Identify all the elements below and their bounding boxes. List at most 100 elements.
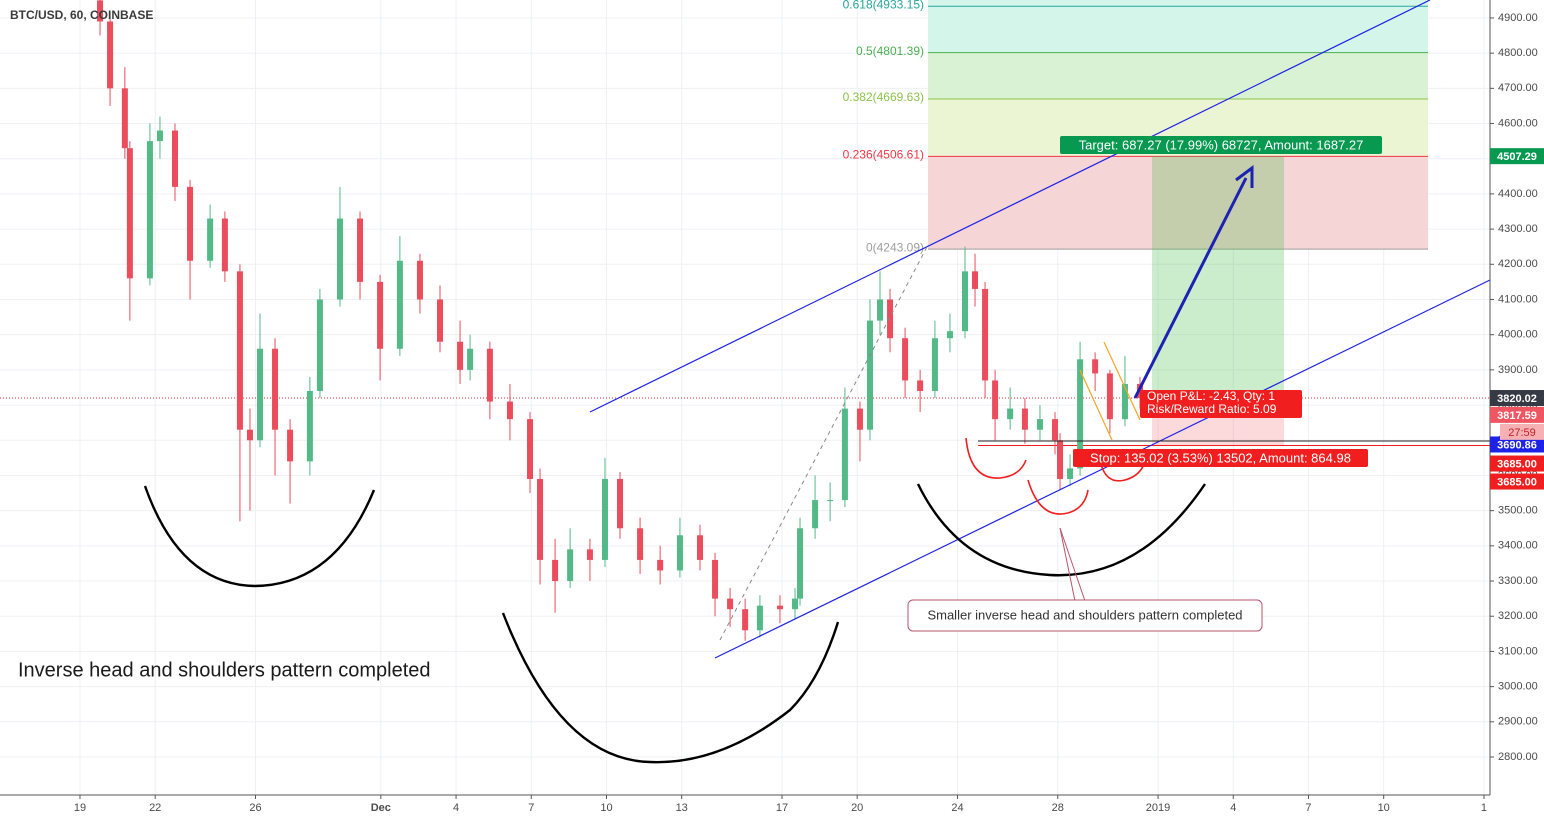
target-label-bg — [1060, 136, 1382, 154]
candle-body — [1021, 408, 1028, 430]
x-tick-label: 20 — [851, 802, 863, 814]
target-label: Target: 687.27 (17.99%) 68727, Amount: 1… — [1079, 137, 1364, 152]
price-label-bg — [1490, 406, 1544, 423]
pnl-line: Risk/Reward Ratio: 5.09 — [1147, 402, 1277, 416]
y-tick-label: 4900.00 — [1498, 12, 1538, 24]
price-label-bg — [1490, 148, 1544, 165]
channel-upper — [589, 0, 1431, 413]
x-tick-label: Dec — [371, 802, 391, 814]
price-label: 3820.02 — [1497, 393, 1537, 405]
x-tick-label: 22 — [149, 802, 161, 814]
x-tick-label: 24 — [951, 802, 963, 814]
arrow-shaft — [1133, 177, 1248, 399]
candle-body — [121, 88, 128, 149]
y-tick-label: 4200.00 — [1498, 258, 1538, 270]
candle-body — [902, 338, 909, 381]
candle-body — [1052, 419, 1059, 441]
fib-label: 0.382(4669.63) — [843, 90, 924, 104]
fib-zone — [928, 52, 1428, 100]
candle-body — [246, 429, 253, 441]
y-tick-label: 3900.00 — [1498, 364, 1538, 376]
flag-upper — [1103, 341, 1141, 421]
candle-body — [567, 549, 574, 582]
price-label-bg — [1490, 390, 1544, 407]
fib-retracement: 0.618(4933.15) 0.5(4801.39) 0.382(4669.63)… — [843, 0, 1428, 254]
candle-body — [776, 605, 783, 610]
candle-body — [617, 478, 624, 529]
candle-body — [316, 299, 323, 391]
position-tool — [0, 156, 1490, 447]
candle-body — [946, 331, 953, 339]
candle-body — [827, 500, 834, 502]
price-label: 3685.00 — [1497, 476, 1537, 488]
small-right-shoulder — [1099, 459, 1146, 482]
axes: 2800.00 2900.00 3000.00 3100.00 3200.00 3300.… — [74, 12, 1544, 814]
candle-body — [1067, 468, 1074, 479]
candle-body — [1121, 383, 1128, 420]
candle-body — [657, 559, 664, 571]
candle-body — [841, 408, 848, 501]
y-tick-label: 4400.00 — [1498, 188, 1538, 200]
arc-right-shoulder — [916, 483, 1206, 577]
candles — [97, 0, 1144, 641]
candle-body — [742, 609, 749, 631]
candle-body — [156, 130, 163, 142]
x-tick-label: 7 — [528, 802, 534, 814]
x-tick-label: 10 — [1378, 802, 1390, 814]
candle-body — [207, 218, 214, 261]
y-tick-label: 3300.00 — [1498, 575, 1538, 587]
candle-body — [1092, 359, 1099, 374]
y-tick-label: 4100.00 — [1498, 293, 1538, 305]
callout-text: Smaller inverse head and shoulders patte… — [927, 607, 1242, 622]
fib-label: 0(4243.09) — [866, 240, 924, 254]
candle-body — [146, 141, 153, 279]
candle-body — [931, 338, 938, 391]
candle-body — [486, 348, 493, 402]
arc-head — [501, 612, 840, 764]
candle-body — [992, 380, 999, 420]
countdown: 27:59 — [1508, 427, 1536, 439]
y-tick-label: 3200.00 — [1498, 610, 1538, 622]
x-tick-label: 28 — [1052, 802, 1064, 814]
candle-body — [126, 148, 133, 279]
y-tick-label: 4000.00 — [1498, 329, 1538, 341]
candle-body — [306, 390, 313, 462]
candle-body — [727, 598, 734, 610]
candle-body — [877, 299, 884, 321]
price-label-bg — [1490, 436, 1544, 453]
small-left-shoulder — [965, 437, 1027, 479]
chart-title: BTC/USD, 60, COINBASE — [10, 8, 153, 22]
x-tick-label: 19 — [74, 802, 86, 814]
candle-body — [396, 260, 403, 349]
y-tick-label: 2800.00 — [1498, 751, 1538, 763]
candle-body — [1007, 408, 1014, 420]
candle-body — [377, 281, 384, 349]
candle-body — [856, 408, 863, 430]
callout-pointer — [1059, 527, 1076, 602]
candle-body — [812, 500, 819, 529]
candle-body — [601, 478, 608, 560]
target-zone — [1152, 156, 1284, 399]
x-tick-label: 26 — [249, 802, 261, 814]
fib-zone — [928, 156, 1428, 250]
arrow-head — [1235, 165, 1254, 188]
candle-body — [256, 348, 263, 441]
candle-body — [457, 341, 464, 370]
x-tick-label: 7 — [1305, 802, 1311, 814]
arc-left-shoulder — [143, 485, 376, 588]
candle-body — [1057, 440, 1064, 479]
stop-label-bg — [1073, 449, 1368, 467]
fib-label: 0.618(4933.15) — [843, 0, 924, 11]
candle-body — [187, 186, 194, 261]
candle-body — [537, 478, 544, 560]
candle-body — [552, 559, 559, 582]
x-tick-label: 1 — [1481, 802, 1487, 814]
candle-body — [221, 218, 228, 272]
price-label-bg — [1490, 455, 1544, 472]
candle-body — [107, 21, 114, 89]
candle-body — [467, 348, 474, 370]
y-tick-label: 3100.00 — [1498, 645, 1538, 657]
price-label-bg — [1490, 473, 1544, 490]
